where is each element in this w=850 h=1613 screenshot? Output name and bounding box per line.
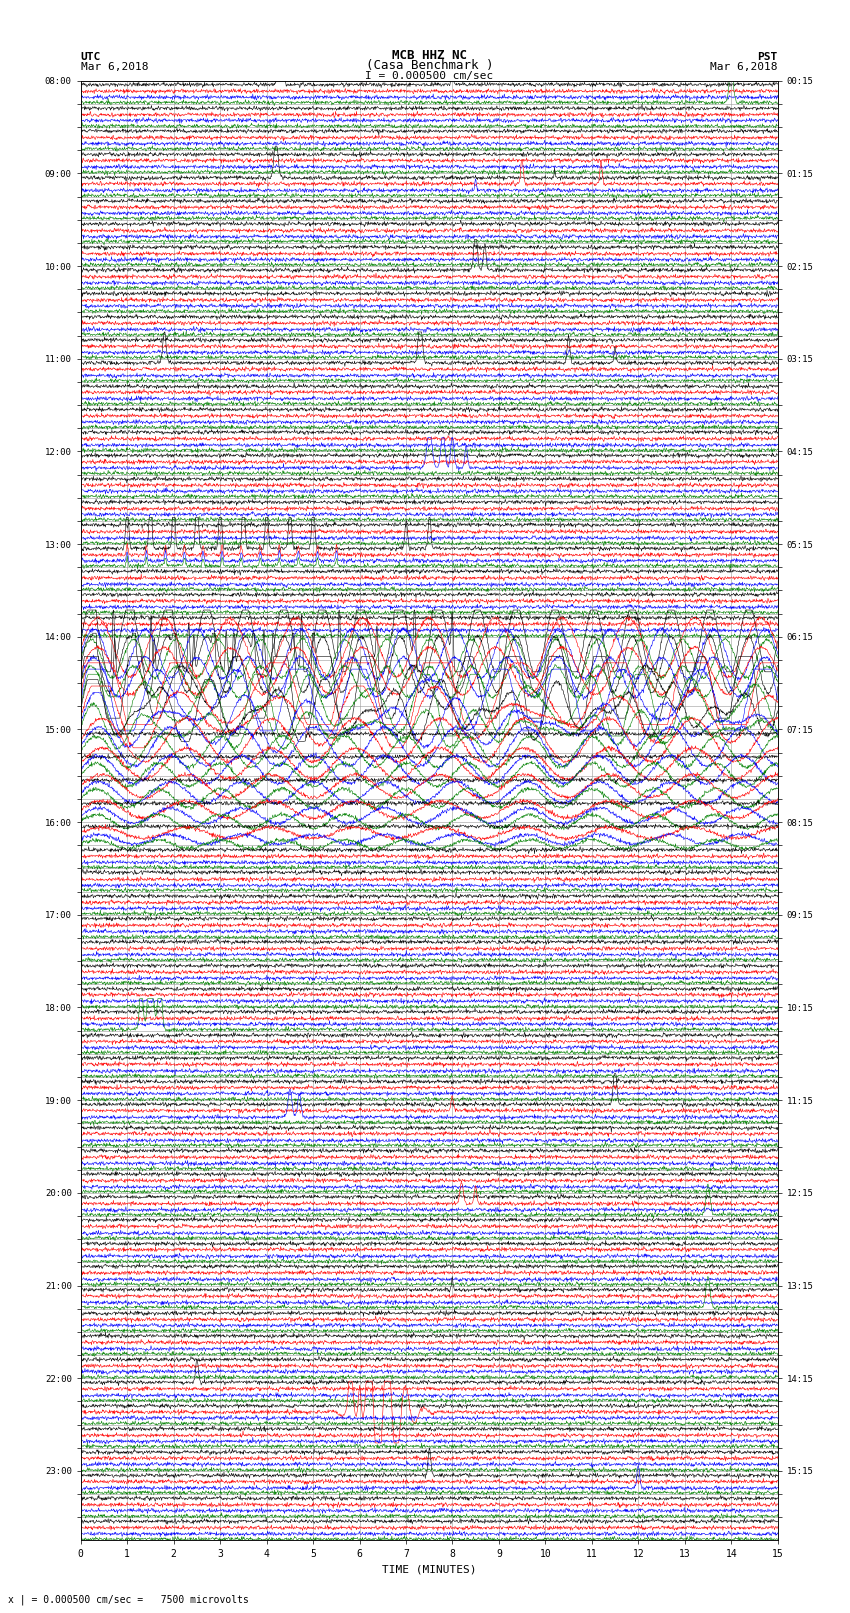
Text: UTC: UTC <box>81 52 101 63</box>
Text: I = 0.000500 cm/sec: I = 0.000500 cm/sec <box>366 71 493 81</box>
Text: Mar 6,2018: Mar 6,2018 <box>81 61 148 71</box>
Text: (Casa Benchmark ): (Casa Benchmark ) <box>366 58 493 71</box>
Text: Mar 6,2018: Mar 6,2018 <box>711 61 778 71</box>
Text: x | = 0.000500 cm/sec =   7500 microvolts: x | = 0.000500 cm/sec = 7500 microvolts <box>8 1594 249 1605</box>
Text: MCB HHZ NC: MCB HHZ NC <box>392 48 467 63</box>
X-axis label: TIME (MINUTES): TIME (MINUTES) <box>382 1565 477 1574</box>
Text: PST: PST <box>757 52 778 63</box>
